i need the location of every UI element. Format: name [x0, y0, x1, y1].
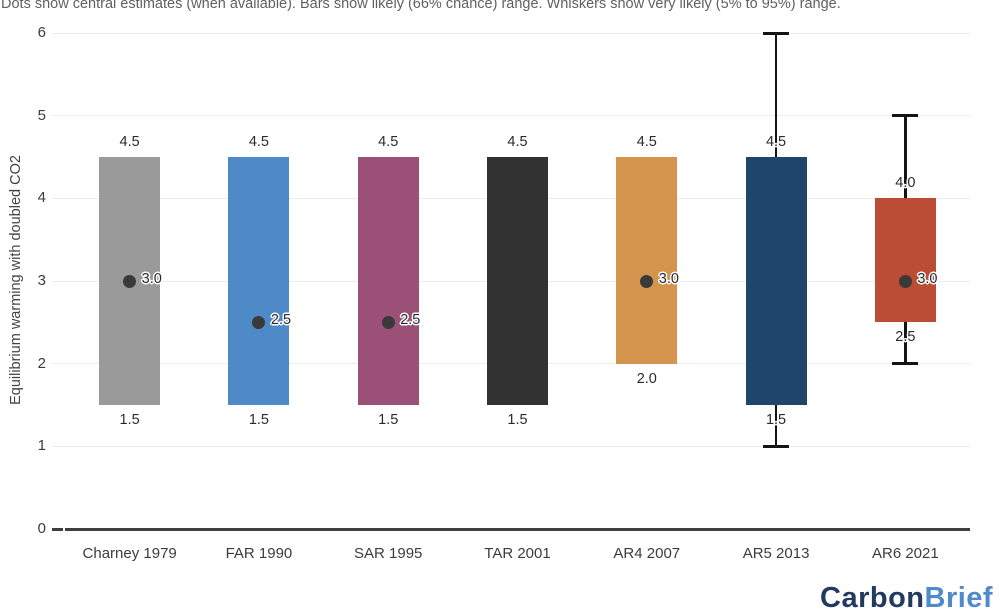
y-tick-label: 3 [37, 272, 46, 289]
x-axis-label: TAR 2001 [484, 545, 551, 562]
central-estimate-label: 2.5 [400, 312, 421, 329]
y-axis-tick [52, 528, 63, 531]
central-estimate-dot [640, 274, 654, 288]
bar-high-label: 4.5 [378, 134, 399, 150]
bar-high-label: 4.5 [507, 134, 528, 150]
bar-low-label: 1.5 [248, 412, 269, 428]
bar-high-label: 4.5 [765, 134, 787, 150]
x-axis-label: AR6 2021 [871, 545, 939, 562]
x-axis-label: FAR 1990 [225, 545, 293, 562]
carbonbrief-logo[interactable]: CarbonBrief [820, 582, 993, 615]
gridline [52, 445, 970, 447]
x-axis-label: Charney 1979 [82, 545, 177, 562]
x-axis-line [65, 527, 970, 531]
whisker-cap-bottom [892, 362, 919, 366]
bar-low-label: 1.5 [378, 412, 399, 428]
bar-high-label: 4.5 [636, 134, 657, 150]
logo-brief: Brief [924, 582, 994, 614]
central-estimate-dot [123, 274, 137, 288]
y-tick-label: 4 [37, 189, 46, 207]
y-tick-label: 1 [37, 437, 46, 455]
range-bar[interactable] [874, 198, 936, 323]
logo-carbon: Carbon [820, 582, 925, 614]
x-axis-label: AR5 2013 [742, 545, 810, 562]
y-tick-label: 0 [37, 520, 46, 537]
whisker-cap-bottom [763, 444, 790, 448]
bar-low-label: 1.5 [119, 412, 140, 428]
chart-caption: Dots show central estimates (when availa… [1, 0, 841, 12]
whisker-cap-top [763, 31, 790, 35]
range-bar[interactable] [616, 157, 678, 364]
range-bar[interactable] [357, 157, 419, 405]
gridline [52, 115, 970, 117]
x-axis-label: AR4 2007 [613, 545, 681, 562]
bar-low-label: 2.5 [895, 329, 916, 346]
bar-low-label: 1.5 [507, 412, 528, 428]
gridline [52, 32, 970, 34]
central-estimate-label: 2.5 [270, 312, 292, 329]
central-estimate-label: 3.0 [917, 271, 938, 287]
bar-high-label: 4.0 [895, 175, 916, 192]
x-axis-label: SAR 1995 [354, 545, 423, 562]
bar-low-label: 2.0 [636, 370, 657, 387]
bar-high-label: 4.5 [119, 134, 140, 150]
central-estimate-label: 3.0 [658, 271, 679, 287]
y-tick-label: 5 [37, 106, 46, 124]
y-tick-label: 6 [37, 24, 46, 41]
central-estimate-dot [898, 274, 912, 288]
central-estimate-dot [381, 315, 395, 329]
central-estimate-dot [252, 315, 266, 329]
range-bar[interactable] [745, 157, 807, 405]
bar-low-label: 1.5 [765, 412, 787, 428]
y-tick-label: 2 [37, 354, 46, 372]
range-bar[interactable] [228, 157, 290, 405]
bar-high-label: 4.5 [248, 134, 269, 150]
central-estimate-label: 3.0 [141, 271, 162, 287]
range-bar[interactable] [487, 157, 548, 405]
whisker-cap-top [892, 114, 919, 118]
